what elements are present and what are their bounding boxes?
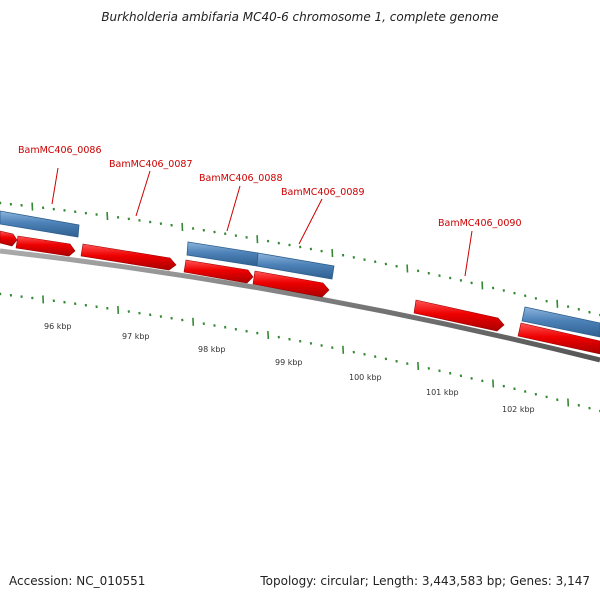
leader-line: [51, 167, 59, 205]
cds-arrow: [252, 270, 330, 298]
backbone: [0, 248, 600, 363]
leader-line: [135, 170, 151, 217]
scale-label: 102 kbp: [502, 405, 535, 414]
cds-arrow: [517, 322, 600, 355]
cds-arrows: [0, 230, 600, 355]
leader-line: [226, 185, 241, 232]
scale-label: 99 kbp: [275, 358, 303, 367]
scale-label: 97 kbp: [122, 332, 150, 341]
gene-features: [0, 210, 600, 338]
gene-label: BamMC406_0087: [109, 159, 192, 170]
gene-feature: [256, 252, 335, 280]
scale-label: 100 kbp: [349, 373, 382, 382]
gene-label: BamMC406_0090: [438, 218, 521, 229]
cds-arrow: [80, 243, 177, 271]
scale-labels: 96 kbp 97 kbp 98 kbp 99 kbp 100 kbp 101 …: [44, 322, 535, 414]
leader-line: [464, 230, 473, 277]
genome-summary: Topology: circular; Length: 3,443,583 bp…: [260, 574, 590, 588]
gene-feature: [0, 210, 80, 238]
tick-layer: [0, 201, 600, 413]
cds-arrow: [0, 230, 18, 247]
scale-label: 101 kbp: [426, 388, 459, 397]
accession-text: Accession: NC_010551: [9, 574, 146, 588]
leader-line: [298, 198, 323, 245]
gene-label: BamMC406_0086: [18, 145, 101, 156]
scale-label: 98 kbp: [198, 345, 226, 354]
cds-arrow: [183, 259, 254, 284]
scale-label: 96 kbp: [44, 322, 72, 331]
cds-arrow: [413, 299, 505, 332]
cds-arrow: [15, 235, 76, 257]
map-title: Burkholderia ambifaria MC40-6 chromosome…: [101, 10, 499, 24]
gene-label: BamMC406_0088: [199, 173, 282, 184]
label-leaders: [51, 167, 473, 277]
gene-labels: BamMC406_0086 BamMC406_0087 BamMC406_008…: [18, 145, 521, 229]
gene-feature: [521, 306, 600, 338]
gene-label: BamMC406_0089: [281, 187, 364, 198]
